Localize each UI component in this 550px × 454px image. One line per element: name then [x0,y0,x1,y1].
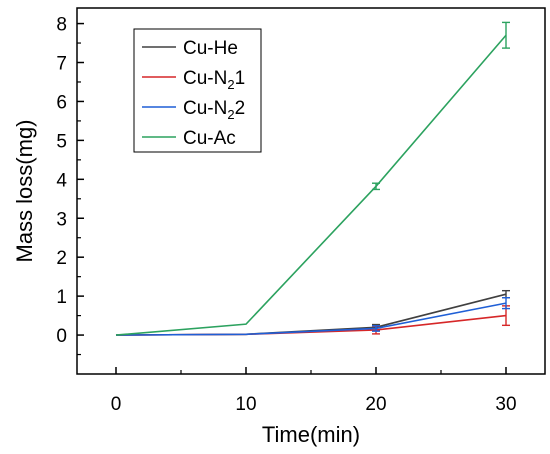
x-tick-label: 0 [111,394,122,415]
x-tick-label: 20 [365,394,386,415]
y-tick-label: 4 [56,170,67,191]
y-tick-label: 5 [56,131,67,152]
y-tick-label: 6 [56,92,67,113]
y-tick-label: 1 [56,287,67,308]
legend-label-suffix: 2 [235,98,246,119]
series-line-cu-n22 [115,302,507,336]
legend-label-suffix: 1 [235,68,246,89]
y-tick-label: 3 [56,209,67,230]
legend-label-main: Cu-He [183,38,238,59]
legend-label: Cu-N21 [183,68,245,92]
x-axis-ticks: 0 10 20 30 [111,367,517,415]
legend-label-subscript: 2 [227,77,234,92]
legend-label: Cu-Ac [183,128,236,149]
y-axis-label: Mass loss(mg) [12,119,37,262]
series-line-cu-ac [115,34,507,336]
legend-label: Cu-N22 [183,98,245,122]
y-tick-label: 2 [56,248,67,269]
series-layer [115,21,510,336]
x-tick-label: 30 [495,394,516,415]
legend-label-main: Cu-N [183,98,227,119]
x-axis-label: Time(min) [262,422,360,447]
legend-label-main: Cu-N [183,68,227,89]
y-tick-label: 0 [56,326,67,347]
x-tick-label: 10 [235,394,256,415]
legend-label: Cu-He [183,38,238,59]
y-tick-label: 8 [56,15,67,36]
legend-box [133,28,262,153]
y-axis-ticks: 0 1 2 3 4 5 6 7 8 [56,15,84,356]
legend-label-subscript: 2 [227,107,234,122]
legend-label-main: Cu-Ac [183,128,236,149]
y-tick-label: 7 [56,54,67,75]
